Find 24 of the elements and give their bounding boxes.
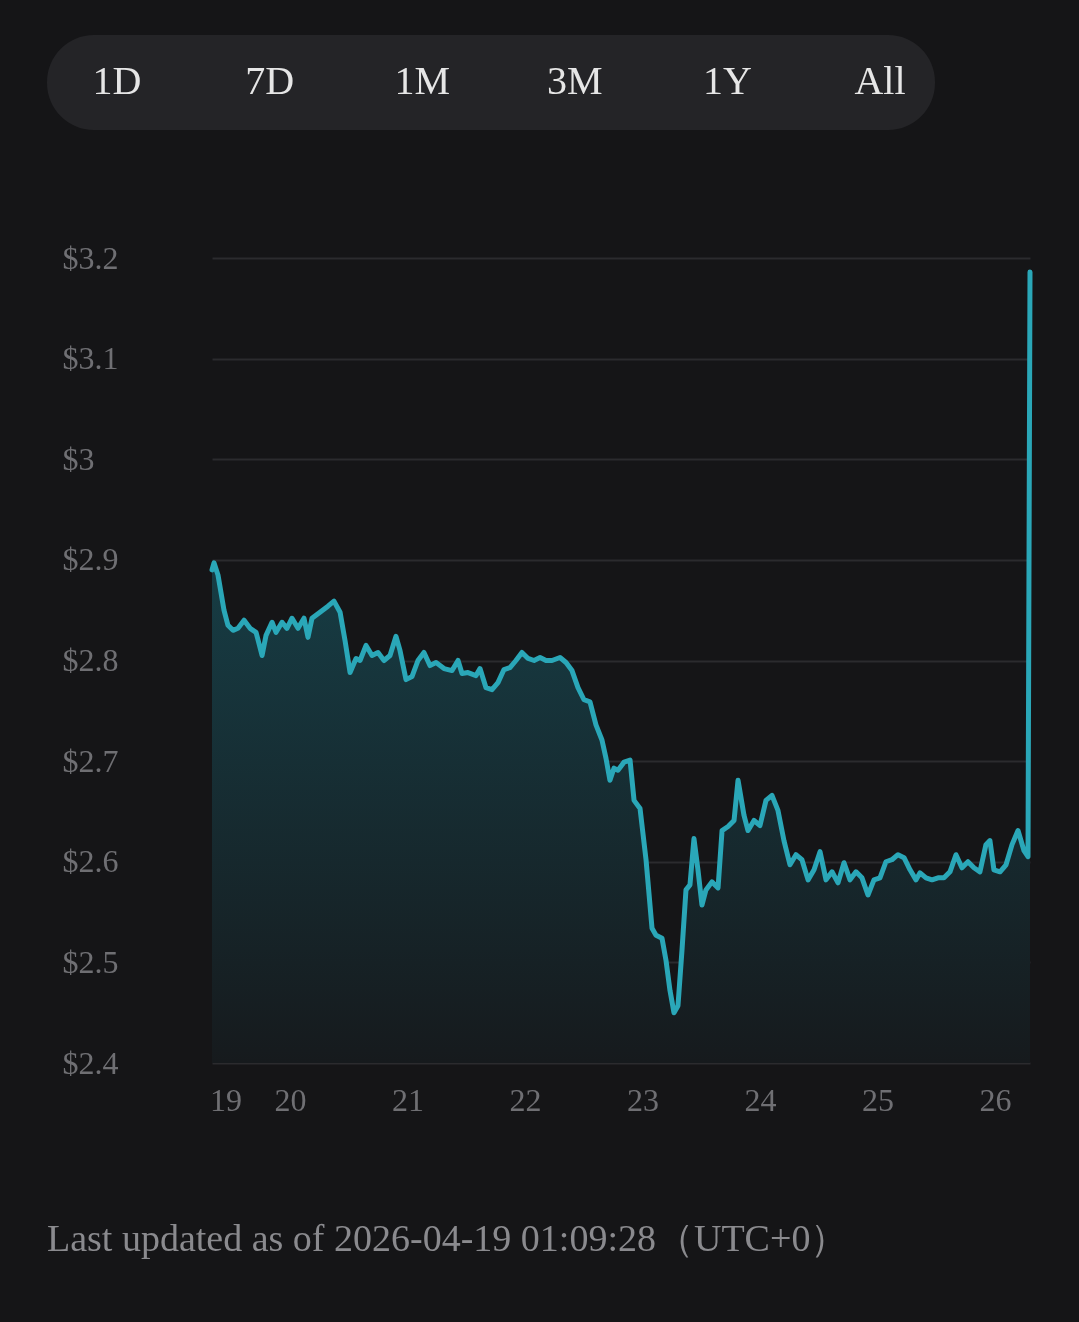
text: 7D xyxy=(245,58,295,103)
x-tick-label: 22 xyxy=(509,1081,542,1118)
y-tick-label: $3.1 xyxy=(62,340,119,377)
x-tick-label: 23 xyxy=(627,1081,659,1118)
y-tick-label: $2.4 xyxy=(62,1044,119,1081)
y-tick-label: $2.9 xyxy=(62,541,119,578)
text: 1M xyxy=(394,58,450,103)
x-tick-label: 26 xyxy=(979,1081,1012,1118)
y-tick-label: $2.7 xyxy=(62,742,119,779)
y-tick-label: $2.5 xyxy=(62,943,119,980)
y-tick-label: $3 xyxy=(62,440,95,477)
x-tick-label: 21 xyxy=(392,1081,425,1118)
x-tick-label: 20 xyxy=(274,1081,307,1118)
x-tick-label: 24 xyxy=(744,1081,777,1118)
text: 1D xyxy=(92,58,142,103)
x-tick-label: 19 xyxy=(209,1081,242,1118)
text: 3M xyxy=(547,58,603,103)
text: 1Y xyxy=(702,58,752,103)
x-tick-label: 25 xyxy=(861,1081,894,1118)
text: All xyxy=(854,58,906,103)
y-tick-label: $2.8 xyxy=(62,642,119,678)
text: Last updated as of 2026-04-19 01:09:28（UTC+0） xyxy=(47,1217,849,1259)
y-tick-label: $3.2 xyxy=(62,239,119,276)
y-tick-label: $2.6 xyxy=(62,843,119,880)
